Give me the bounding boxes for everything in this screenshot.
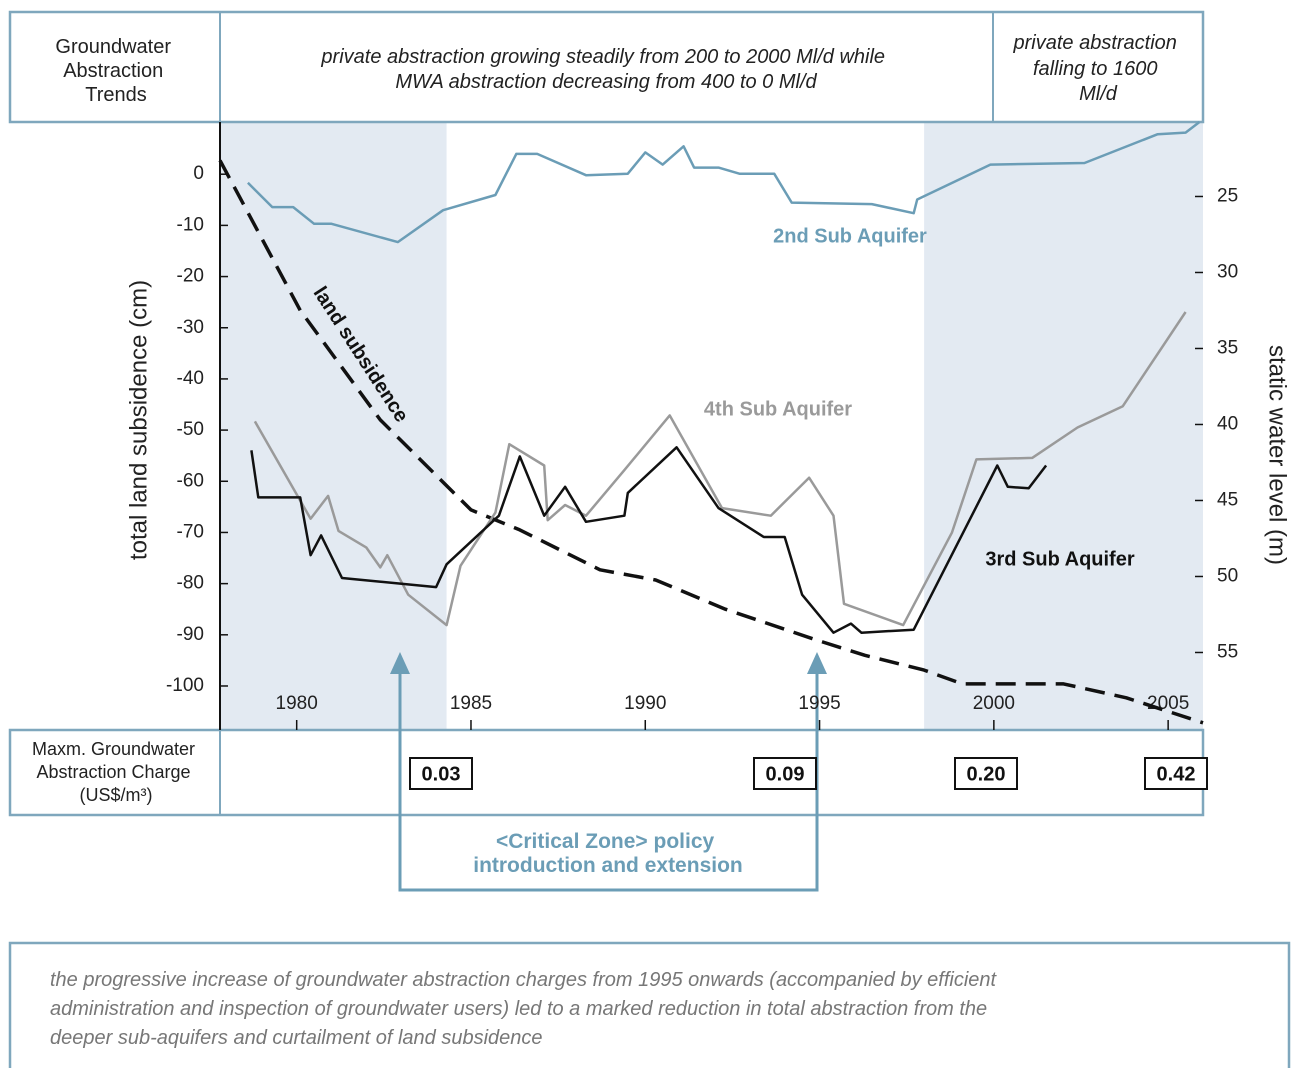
charge-box — [409, 757, 473, 790]
series-line — [247, 121, 1201, 244]
x-tick-label: 2005 — [1147, 693, 1189, 714]
policy-note: <Critical Zone> policy introduction and … — [473, 830, 743, 877]
y2-tick-label: 45 — [1217, 489, 1238, 510]
y-tick-label: -60 — [177, 470, 204, 491]
text-line: MWA abstraction decreasing from 400 to 0… — [395, 71, 817, 93]
text-line: private abstraction growing steadily fro… — [320, 46, 885, 68]
text-line: Trends — [85, 84, 147, 106]
trend-text: private abstraction growing steadily fro… — [320, 46, 890, 93]
y-tick-label: -10 — [177, 214, 204, 235]
text-line: the progressive increase of groundwater … — [50, 969, 998, 991]
arrowhead — [807, 652, 827, 674]
text-line: Groundwater — [55, 36, 171, 58]
text-line: Ml/d — [1079, 83, 1118, 105]
text-line: private abstraction — [1013, 32, 1177, 54]
y-tick-label: -20 — [177, 266, 204, 287]
series-line — [253, 311, 1187, 627]
charge-box — [753, 757, 817, 790]
text-line: deeper sub-aquifers and curtailment of l… — [50, 1027, 543, 1049]
charge-value: 0.42 — [1157, 763, 1196, 785]
arrowhead — [390, 652, 410, 674]
highlight-span — [220, 122, 447, 730]
y-tick-label: -90 — [177, 624, 204, 645]
y-tick-label: -70 — [177, 521, 204, 542]
footer-text: the progressive increase of groundwater … — [50, 969, 1002, 1049]
series-label: 2nd Sub Aquifer — [773, 225, 927, 247]
charge-label: Maxm. Groundwater Abstraction Charge (US… — [32, 739, 200, 805]
y2-tick-label: 35 — [1217, 337, 1238, 358]
charge-value: 0.09 — [766, 763, 805, 785]
text-line: Abstraction Charge — [36, 762, 190, 782]
charge-box — [954, 757, 1018, 790]
series-line — [250, 446, 1048, 634]
text-line: <Critical Zone> policy — [496, 830, 715, 853]
y-tick-label: 0 — [193, 163, 204, 184]
text-line: (US$/m³) — [80, 785, 153, 805]
header-label: Groundwater Abstraction Trends — [55, 36, 176, 106]
y-tick-label: -100 — [166, 675, 204, 696]
y-tick-label: -50 — [177, 419, 204, 440]
x-tick-label: 1980 — [276, 693, 318, 714]
y2-tick-label: 25 — [1217, 185, 1238, 206]
y2-tick-label: 55 — [1217, 641, 1238, 662]
x-tick-label: 1990 — [624, 693, 666, 714]
footer-box — [8, 941, 1291, 1068]
text-line: administration and inspection of groundw… — [50, 998, 987, 1020]
y-tick-label: -40 — [177, 368, 204, 389]
text-line: Maxm. Groundwater — [32, 739, 195, 759]
y2-axis-title: static water level (m) — [1264, 345, 1291, 565]
y2-tick-label: 30 — [1217, 261, 1238, 282]
series-label: 4th Sub Aquifer — [704, 398, 852, 420]
trend-text: private abstraction falling to 1600 Ml/d — [1013, 32, 1183, 105]
series-line — [218, 159, 1204, 725]
header-box — [8, 10, 1205, 124]
background — [220, 122, 1203, 730]
y-tick-label: -30 — [177, 317, 204, 338]
charge-value: 0.20 — [967, 763, 1006, 785]
y-tick-label: -80 — [177, 573, 204, 594]
text-line: falling to 1600 — [1033, 58, 1158, 80]
x-tick-label: 1995 — [798, 693, 840, 714]
y2-tick-label: 40 — [1217, 413, 1238, 434]
text-line: introduction and extension — [473, 854, 743, 877]
charge-value: 0.03 — [422, 763, 461, 785]
text-line: Abstraction — [63, 60, 163, 82]
y2-tick-label: 50 — [1217, 565, 1238, 586]
x-tick-label: 1985 — [450, 693, 492, 714]
series-label: 3rd Sub Aquifer — [985, 548, 1134, 570]
x-tick-label: 2000 — [973, 693, 1015, 714]
highlight-span — [924, 122, 1203, 730]
y-axis-title: total land subsidence (cm) — [125, 280, 152, 560]
charge-box — [1144, 757, 1208, 790]
